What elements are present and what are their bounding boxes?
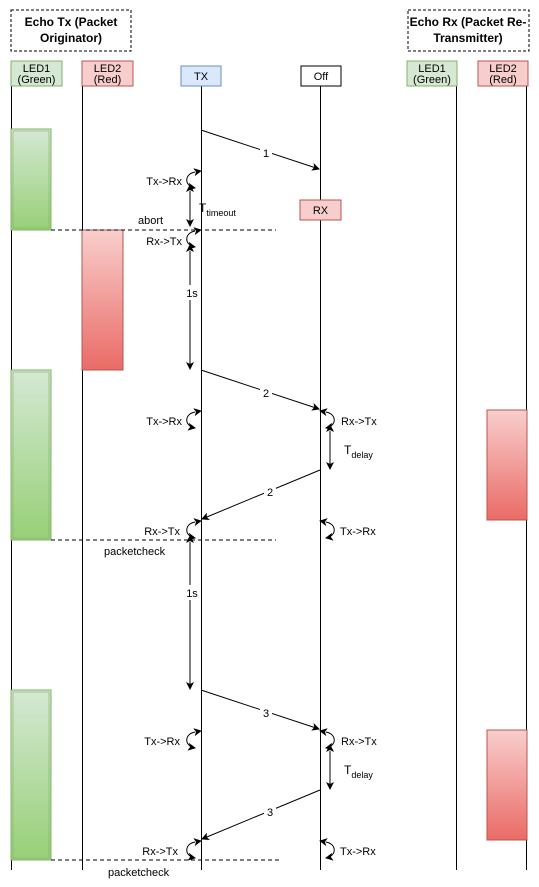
tx-self-loop-4 — [186, 518, 202, 541]
rx-self-loop-1 — [319, 408, 335, 431]
lane-header-rx-radio-label: Off — [314, 71, 329, 83]
transition-label-txrx-2: Tx->Rx — [146, 416, 182, 428]
led2-rx-on-2 — [486, 729, 528, 841]
tx-device-title: Echo Tx (Packet Originator) — [10, 9, 132, 52]
tx-self-loop-5 — [186, 728, 202, 751]
lane-header-led1-tx: LED1 (Green) — [10, 60, 63, 87]
message-2-back-arrow — [201, 469, 321, 521]
tx-device-title-line1: Echo Tx (Packet — [25, 15, 118, 29]
transition-label-rxtx-2: Rx->Tx — [144, 526, 180, 538]
lane-header-led2-tx-line2: (Red) — [94, 74, 122, 86]
wait-label-1: 1s — [186, 288, 198, 300]
transition-label-rxtx-1: Rx->Tx — [146, 236, 182, 248]
delay-label-2-main: T — [344, 443, 352, 457]
lane-header-led2-tx-line1: LED2 — [94, 63, 122, 75]
packetcheck-label-1: packetcheck — [104, 546, 166, 558]
lane-header-led2-rx-line2: (Red) — [489, 74, 517, 86]
abort-label: abort — [138, 215, 163, 227]
tx-self-loop-3 — [186, 408, 202, 431]
delay-label-3-main: T — [344, 763, 352, 777]
tx-self-loop-2 — [186, 227, 202, 250]
delay-label-3-sub: delay — [351, 770, 373, 780]
timeout-label: Ttimeout — [199, 201, 236, 218]
transition-label-rx-rxtx-2: Rx->Tx — [341, 416, 377, 428]
lane-header-led1-rx: LED1 (Green) — [406, 60, 458, 87]
message-2-out-label: 2 — [263, 388, 269, 400]
rx-self-loop-4 — [319, 838, 335, 861]
transition-label-txrx-1: Tx->Rx — [146, 176, 182, 188]
timeout-label-main: T — [199, 201, 207, 215]
message-1-label: 1 — [263, 148, 269, 160]
lane-header-led1-rx-line1: LED1 — [418, 63, 446, 75]
rx-state-label: RX — [313, 205, 329, 217]
tx-device-title-line2: Originator) — [40, 31, 102, 45]
led1-tx-on-2 — [10, 369, 52, 541]
transition-label-rx-rxtx-3: Rx->Tx — [341, 736, 377, 748]
message-3-back-label: 3 — [267, 807, 273, 819]
delay-label-2: Tdelay — [344, 443, 373, 460]
tx-self-loop-6 — [186, 838, 202, 861]
lane-header-led1-tx-line2: (Green) — [18, 74, 56, 86]
rx-self-loop-2 — [319, 518, 335, 541]
led2-tx-on-1 — [81, 229, 124, 371]
delay-label-3: Tdelay — [344, 763, 373, 780]
transition-label-rx-txrx-2: Tx->Rx — [340, 526, 376, 538]
rx-device-title: Echo Rx (Packet Re- Transmitter) — [407, 9, 530, 52]
packetcheck-label-2: packetcheck — [108, 867, 170, 879]
wait-label-2: 1s — [186, 588, 198, 600]
rx-self-loop-3 — [319, 728, 335, 751]
tx-self-loop-1 — [186, 168, 202, 191]
led2-rx-on-1 — [486, 409, 528, 521]
rx-device-title-line2: Transmitter) — [433, 31, 502, 45]
transition-label-txrx-3: Tx->Rx — [144, 736, 180, 748]
rx-state-box: RX — [299, 199, 342, 221]
rx-device-title-line1: Echo Rx (Packet Re- — [410, 15, 527, 29]
lane-header-tx-radio: TX — [180, 65, 222, 87]
led1-tx-on-1 — [10, 128, 52, 231]
led1-tx-on-3 — [10, 689, 52, 861]
lane-header-led2-tx: LED2 (Red) — [81, 60, 134, 87]
delay-label-2-sub: delay — [351, 450, 373, 460]
message-3-out-label: 3 — [263, 708, 269, 720]
lane-header-led2-rx-line1: LED2 — [489, 63, 517, 75]
lane-header-led1-rx-line2: (Green) — [413, 74, 451, 86]
lane-header-tx-radio-label: TX — [194, 71, 209, 83]
lane-header-led1-tx-line1: LED1 — [23, 63, 51, 75]
lane-header-led2-rx: LED2 (Red) — [477, 60, 529, 87]
transition-label-rx-txrx-3: Tx->Rx — [340, 846, 376, 858]
lane-header-rx-radio: Off — [300, 65, 342, 87]
transition-label-rxtx-3: Rx->Tx — [142, 846, 178, 858]
message-2-back-label: 2 — [267, 487, 273, 499]
timeout-label-sub: timeout — [206, 208, 236, 218]
message-3-back-arrow — [201, 789, 321, 841]
